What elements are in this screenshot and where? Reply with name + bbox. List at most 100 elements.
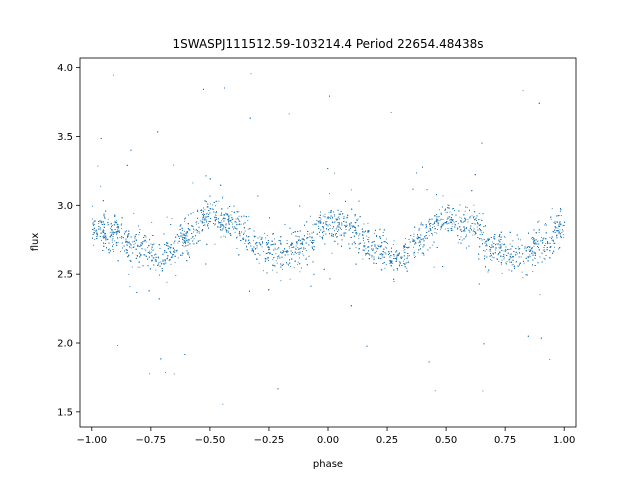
data-point [145,250,147,252]
data-point [162,253,163,255]
data-point [134,242,136,244]
data-point [420,243,422,245]
data-point [302,243,303,245]
data-point [169,259,171,261]
data-point [109,231,111,233]
data-point [117,345,118,346]
data-point [492,241,493,243]
data-point [466,227,468,228]
data-point [304,248,306,249]
data-point [329,193,330,195]
data-point [114,240,116,242]
data-point [378,256,380,258]
data-point [318,225,319,227]
data-point [247,228,249,230]
data-point [344,224,345,226]
data-point [147,252,149,253]
data-point [119,237,121,238]
data-point [413,254,415,256]
data-point [380,245,382,246]
data-point [293,253,295,255]
data-point [97,165,99,167]
data-point [327,218,329,220]
data-point [158,257,159,259]
data-point [512,263,514,265]
data-point [228,215,230,217]
data-point [201,212,202,213]
data-point [235,221,236,222]
data-point [501,259,503,261]
data-point [192,182,194,184]
data-point [445,212,447,214]
data-point [506,260,508,262]
data-point [162,263,164,265]
data-point [311,236,313,238]
data-point [476,226,478,228]
data-point [193,238,195,240]
data-point [112,238,114,239]
data-point [549,359,551,360]
data-point [282,268,283,270]
data-point [381,256,383,258]
data-point [281,253,283,254]
data-point [238,215,240,217]
data-point [197,222,199,224]
data-point [366,235,368,237]
data-point [551,208,553,210]
data-point [390,112,392,113]
data-point [317,220,319,222]
data-point [166,281,168,283]
data-point [484,242,486,244]
data-point [175,250,177,251]
data-point [345,229,347,230]
data-point [151,251,153,253]
data-point [421,239,422,241]
data-point [436,232,437,234]
data-point [453,222,455,224]
data-point [559,211,561,213]
data-point [406,258,408,260]
data-point [365,248,367,250]
data-point [116,233,118,234]
chart-title: 1SWASPJ111512.59-103214.4 Period 22654.4… [172,37,483,51]
data-point [333,221,335,223]
data-point [531,250,533,252]
data-point [258,262,260,264]
data-point [297,261,299,263]
data-point [338,225,340,227]
data-point [442,195,444,197]
data-point [503,256,505,258]
data-point [113,251,114,252]
data-point [121,237,123,239]
data-point [562,234,564,236]
data-point [367,222,369,224]
data-point [524,248,526,250]
data-point [91,218,93,220]
data-point [461,239,463,241]
data-point [447,211,448,213]
data-point [101,222,102,224]
data-point [443,222,445,224]
data-point [322,215,324,217]
data-point [196,232,198,234]
data-point [379,229,380,231]
data-point [393,255,395,257]
data-point [433,226,435,227]
data-point [120,251,121,253]
data-point [302,253,304,255]
data-point [143,235,145,236]
data-point [371,242,373,243]
data-point [557,227,559,229]
data-point [334,230,335,232]
data-point [217,226,219,227]
data-point [460,228,462,230]
data-point [153,257,155,259]
data-point [262,237,263,239]
data-point [545,223,546,224]
data-point [457,242,459,244]
data-point [381,254,383,256]
data-point [385,238,387,240]
data-point [149,373,151,375]
data-point [331,252,333,254]
data-point [409,255,410,257]
